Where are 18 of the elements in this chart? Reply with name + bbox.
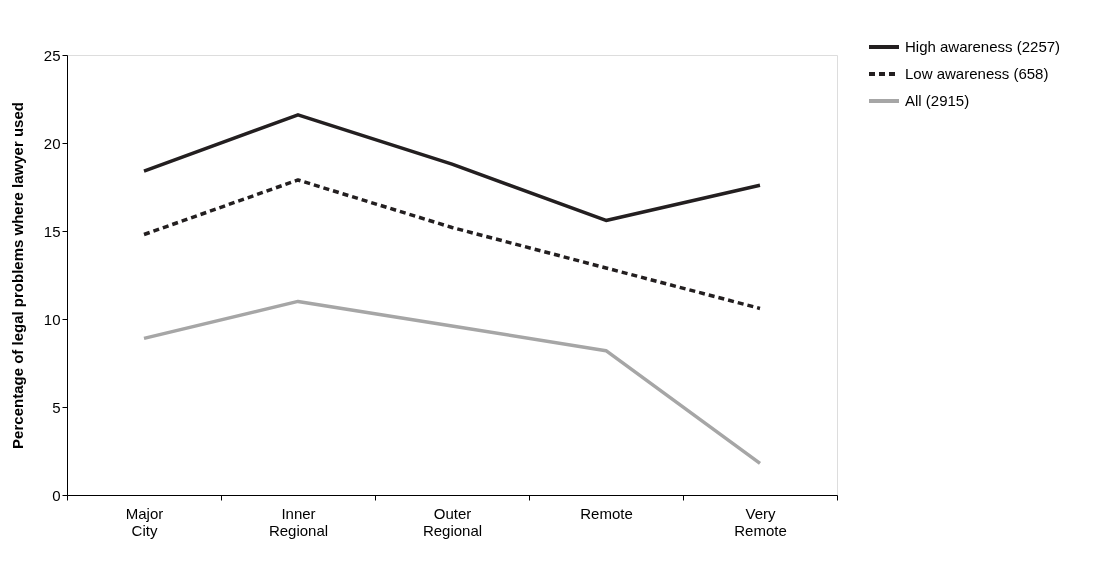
legend-label: Low awareness (658)	[905, 65, 1049, 82]
line-series	[142, 178, 762, 311]
y-tick-label: 15	[43, 222, 61, 240]
y-tick-label: 0	[52, 486, 61, 504]
legend-label: All (2915)	[905, 92, 970, 109]
y-axis-title: Percentage of legal problems where lawyer used	[8, 102, 26, 449]
x-tick-label: Outer Regional	[422, 504, 483, 539]
x-tick-label: Very Remote	[734, 504, 787, 539]
line-series	[142, 299, 762, 466]
y-tick-label: 25	[43, 46, 61, 64]
y-tick-label: 10	[43, 310, 61, 328]
legend-label: High awareness (2257)	[905, 38, 1061, 55]
line-series	[142, 113, 762, 223]
y-tick-label: 20	[43, 134, 61, 152]
x-tick-label: Remote	[580, 504, 633, 522]
y-tick-label: 5	[52, 398, 61, 416]
x-tick-label: Major City	[125, 504, 164, 539]
x-tick-label: Inner Regional	[268, 504, 329, 539]
